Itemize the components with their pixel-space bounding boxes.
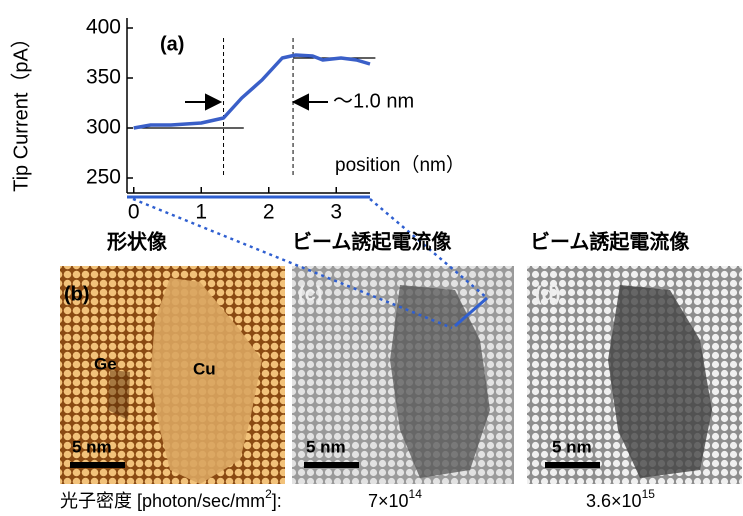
density-exp: 14 — [409, 487, 423, 501]
panel-label: (b) — [64, 283, 90, 305]
annotation: ～1.0 nm — [333, 90, 414, 112]
element-tag: Cu — [193, 359, 216, 378]
caption-end: ]: — [272, 491, 282, 511]
panel-label: (c) — [298, 283, 322, 305]
caption-text: 光子密度 [photon/sec/mm — [60, 491, 265, 511]
y-tick-label: 250 — [86, 166, 121, 189]
x-tick-label: 3 — [330, 201, 342, 224]
scale-label: 5 nm — [306, 437, 346, 456]
x-tick-label: 0 — [128, 201, 140, 224]
y-axis-label: Tip Current（pA） — [9, 28, 32, 192]
panel-label: (d) — [535, 283, 561, 305]
x-tick-label: 1 — [195, 201, 207, 224]
panel-title: ビーム誘起電流像 — [530, 229, 690, 253]
density-base: 7×10 — [368, 491, 409, 511]
density: 7×1014 — [368, 487, 422, 511]
arrows — [185, 95, 328, 109]
density-base: 3.6×10 — [586, 491, 642, 511]
density: 3.6×1015 — [586, 487, 655, 511]
panel-title: 形状像 — [107, 229, 168, 253]
figure: (a) ～1.0 nm position（nm） Tip Current（pA）… — [0, 0, 743, 516]
scale-label: 5 nm — [552, 437, 592, 456]
scale-label: 5 nm — [72, 437, 112, 456]
x-tick-label: 2 — [263, 201, 275, 224]
caption: 光子密度 [photon/sec/mm2]: — [60, 487, 282, 511]
density-exp: 15 — [642, 487, 656, 501]
x-axis-label: position（nm） — [335, 154, 465, 176]
y-tick-label: 300 — [86, 116, 121, 139]
panel-label: (a) — [160, 33, 184, 55]
element-tag: Ge — [94, 354, 117, 373]
y-tick-label: 400 — [86, 16, 121, 39]
y-tick-label: 350 — [86, 66, 121, 89]
panel-title: ビーム誘起電流像 — [292, 229, 452, 253]
